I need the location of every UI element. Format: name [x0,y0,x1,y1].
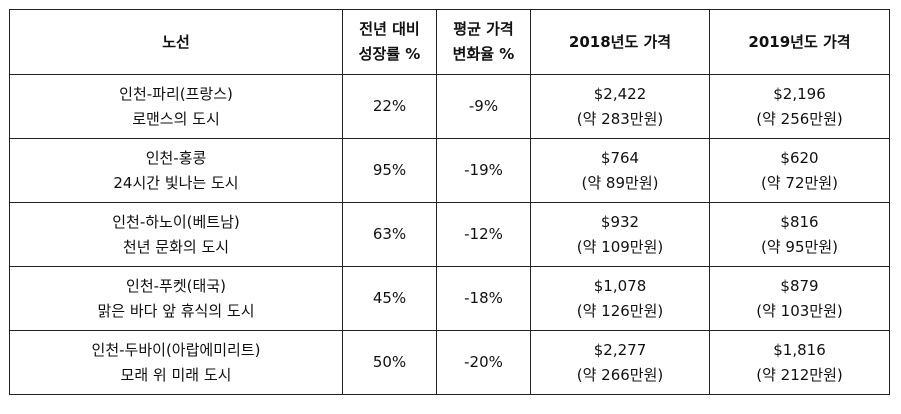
price-2019-cell: $620 (약 72만원) [709,138,890,203]
header-change-line1: 평균 가격 [453,20,514,38]
route-name: 인천-파리(프랑스) [119,84,233,103]
change-cell: -20% [436,330,531,395]
growth-cell: 45% [342,266,437,331]
price-2019-usd: $620 [780,148,819,167]
price-2019-usd: $2,196 [773,84,826,103]
header-route: 노선 [9,9,343,75]
change-cell: -19% [436,138,531,203]
price-2018-krw: (약 89만원) [581,173,659,192]
price-2019-krw: (약 72만원) [761,173,838,192]
price-2018-krw: (약 126만원) [576,301,664,320]
header-change: 평균 가격 변화율 % [436,9,531,75]
route-cell: 인천-홍콩 24시간 빛나는 도시 [9,138,343,203]
route-cell: 인천-푸켓(태국) 맑은 바다 앞 휴식의 도시 [9,266,343,331]
price-2019-usd: $1,816 [773,340,826,359]
route-subtitle: 맑은 바다 앞 휴식의 도시 [97,301,255,320]
price-2018-cell: $932 (약 109만원) [530,202,710,267]
price-2018-krw: (약 283만원) [576,109,664,128]
route-name: 인천-두바이(아랍에미리트) [91,340,261,359]
price-2019-krw: (약 256만원) [756,109,843,128]
price-2018-cell: $1,078 (약 126만원) [530,266,710,331]
price-2018-cell: $764 (약 89만원) [530,138,710,203]
route-subtitle: 24시간 빛나는 도시 [113,173,239,192]
table-row: 인천-푸켓(태국) 맑은 바다 앞 휴식의 도시 45% -18% $1,078… [9,266,890,331]
route-subtitle: 모래 위 미래 도시 [120,365,232,384]
change-cell: -9% [436,74,531,139]
price-2018-krw: (약 266만원) [576,365,664,384]
price-2018-usd: $1,078 [593,276,647,295]
route-cell: 인천-두바이(아랍에미리트) 모래 위 미래 도시 [9,330,343,395]
route-subtitle: 로맨스의 도시 [132,109,220,128]
price-2019-krw: (약 95만원) [761,237,838,256]
price-2019-cell: $1,816 (약 212만원) [709,330,890,395]
route-name: 인천-하노이(베트남) [112,212,240,231]
table-row: 인천-하노이(베트남) 천년 문화의 도시 63% -12% $932 (약 1… [9,202,890,267]
flight-price-table: 노선 전년 대비 성장률 % 평균 가격 변화율 % 2018년도 가격 201… [9,9,890,395]
price-2019-krw: (약 212만원) [756,365,843,384]
change-cell: -12% [436,202,531,267]
table-row: 인천-파리(프랑스) 로맨스의 도시 22% -9% $2,422 (약 283… [9,74,890,139]
price-2018-usd: $764 [600,148,640,167]
price-2018-cell: $2,422 (약 283만원) [530,74,710,139]
growth-cell: 50% [342,330,437,395]
price-2019-usd: $816 [780,212,819,231]
price-2018-cell: $2,277 (약 266만원) [530,330,710,395]
price-2019-usd: $879 [780,276,819,295]
route-name: 인천-홍콩 [145,148,207,167]
price-2019-cell: $2,196 (약 256만원) [709,74,890,139]
header-growth-line1: 전년 대비 [359,20,420,38]
price-2019-cell: $816 (약 95만원) [709,202,890,267]
price-2018-krw: (약 109만원) [576,237,664,256]
route-cell: 인천-하노이(베트남) 천년 문화의 도시 [9,202,343,267]
header-price-2018: 2018년도 가격 [530,9,710,75]
route-name: 인천-푸켓(태국) [126,276,226,295]
route-cell: 인천-파리(프랑스) 로맨스의 도시 [9,74,343,139]
header-growth-line2: 성장률 % [358,45,421,63]
growth-cell: 22% [342,74,437,139]
price-2018-usd: $2,422 [593,84,647,103]
price-2019-cell: $879 (약 103만원) [709,266,890,331]
route-subtitle: 천년 문화의 도시 [122,237,230,256]
price-2018-usd: $2,277 [593,340,647,359]
growth-cell: 63% [342,202,437,267]
table-row: 인천-홍콩 24시간 빛나는 도시 95% -19% $764 (약 89만원)… [9,138,890,203]
header-growth: 전년 대비 성장률 % [342,9,437,75]
price-2018-usd: $932 [600,212,640,231]
table-row: 인천-두바이(아랍에미리트) 모래 위 미래 도시 50% -20% $2,27… [9,330,890,395]
price-2019-krw: (약 103만원) [756,301,843,320]
header-price-2019: 2019년도 가격 [709,9,890,75]
header-row: 노선 전년 대비 성장률 % 평균 가격 변화율 % 2018년도 가격 201… [9,9,890,75]
change-cell: -18% [436,266,531,331]
growth-cell: 95% [342,138,437,203]
header-change-line2: 변화율 % [452,45,515,63]
